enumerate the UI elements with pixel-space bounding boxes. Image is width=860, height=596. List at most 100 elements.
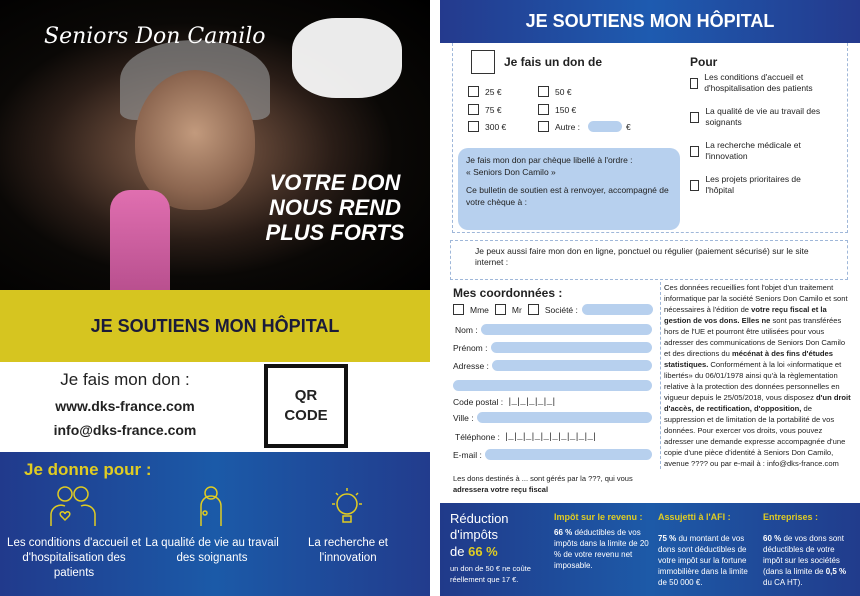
privacy-text: Ces données recueillies font l'objet d'u… xyxy=(664,283,848,314)
donation-title: Je fais un don de xyxy=(504,55,603,69)
cheque-line: Ce bulletin de soutien est à renvoyer, a… xyxy=(466,185,669,207)
tax-col-pct: 66 % xyxy=(554,528,573,537)
nom-input[interactable] xyxy=(480,324,652,335)
tax-summary: Réduction d'impôts de 66 % un don de 50 … xyxy=(450,511,550,585)
patients-icon xyxy=(50,486,96,526)
cp-input[interactable]: |_|_|_|_|_| xyxy=(507,397,556,407)
qr-code: QR CODE xyxy=(264,364,348,448)
amount-label: 25 € xyxy=(485,86,502,97)
ville-label: Ville : xyxy=(453,412,474,423)
tax-col-text: déductibles de vos impôts dans la limite… xyxy=(554,528,649,570)
amount-checkbox[interactable] xyxy=(468,104,479,115)
receipt-note: Les dons destinés à ... sont gérés par l… xyxy=(453,473,663,495)
title-band: JE SOUTIENS MON HÔPITAL xyxy=(0,290,430,362)
causes-title: Je donne pour : xyxy=(24,460,152,479)
tax-col: Entreprises : 60 % de vos dons sont déduc… xyxy=(763,511,855,588)
contact-intro: Je fais mon don : xyxy=(60,370,190,389)
email-label: E-mail : xyxy=(453,449,482,460)
prenom-label: Prénom : xyxy=(453,342,488,353)
logo: Seniors Don Camilo xyxy=(44,24,266,49)
qr-label: CODE xyxy=(284,407,328,424)
amount-checkbox[interactable] xyxy=(468,121,479,132)
civ-label: Mme xyxy=(470,304,489,315)
slogan-line: NOUS REND xyxy=(268,195,401,220)
online-donation-info: Je peux aussi faire mon don en ligne, po… xyxy=(450,240,848,280)
civ-label: Mr xyxy=(511,304,522,315)
tax-title: de xyxy=(450,544,465,559)
purpose-title: Pour xyxy=(690,55,718,69)
tel-input[interactable]: |_|_|_|_|_|_|_|_|_|_| xyxy=(503,432,597,442)
cause-label: Les conditions d'accueil et d'hospitalis… xyxy=(7,537,141,579)
tax-panel: Réduction d'impôts de 66 % un don de 50 … xyxy=(440,503,860,596)
cheque-line: Je fais mon don par chèque libellé à l'o… xyxy=(466,155,633,165)
adresse-input-2[interactable] xyxy=(453,380,652,391)
tax-col-pct: 75 % xyxy=(658,534,677,543)
privacy-text: sont pas transférées hors de l'UE et pou… xyxy=(664,316,846,358)
donation-section xyxy=(452,43,848,233)
mr-checkbox[interactable] xyxy=(494,304,506,315)
amount-checkbox[interactable] xyxy=(538,104,549,115)
cause-label: La recherche et l'innovation xyxy=(308,537,388,564)
privacy-text: mécénat à des fins d'études statistiques… xyxy=(664,349,833,369)
adresse-label: Adresse : xyxy=(453,360,489,371)
lightbulb-icon xyxy=(332,488,362,523)
mme-checkbox[interactable] xyxy=(453,304,464,315)
band-title: JE SOUTIENS MON HÔPITAL xyxy=(90,316,340,336)
tax-title: d'impôts xyxy=(450,527,499,542)
cheque-line: « Seniors Don Camilo » xyxy=(466,167,556,177)
slogan-line: PLUS FORTS xyxy=(265,220,405,245)
currency-label: € xyxy=(626,121,631,132)
privacy-text: d'un droit d'accès, de rectification, d'… xyxy=(664,393,851,413)
hero-photo: Seniors Don Camilo VOTRE DON NOUS REND P… xyxy=(0,0,430,290)
slogan-line: VOTRE DON xyxy=(269,170,401,195)
purpose-checkbox[interactable] xyxy=(690,111,700,123)
privacy-notice: Ces données recueillies font l'objet d'u… xyxy=(660,282,852,469)
other-amount-input[interactable] xyxy=(588,121,623,132)
purpose-label: La recherche médicale et l'innovation xyxy=(705,140,801,161)
tax-col: Assujetti à l'AFI : 75 % du montant de vo… xyxy=(658,511,756,588)
tax-col-title: Assujetti à l'AFI : xyxy=(658,512,731,522)
tax-pct: 66 % xyxy=(468,544,498,559)
flyer-front: Seniors Don Camilo VOTRE DON NOUS REND P… xyxy=(0,0,430,596)
tax-title: Réduction xyxy=(450,511,509,526)
civ-label: Société : xyxy=(544,304,578,315)
privacy-text: votre reçu fiscal et la gestion de vos d… xyxy=(664,305,827,325)
caregiver-icon xyxy=(200,486,222,526)
tel-label: Téléphone : xyxy=(455,432,500,442)
form-header: JE SOUTIENS MON HÔPITAL xyxy=(440,0,860,43)
donation-checkbox[interactable] xyxy=(471,50,495,74)
amount-checkbox[interactable] xyxy=(468,86,479,97)
note-line: Les dons destinés à ... sont gérés par l… xyxy=(453,474,633,483)
tax-col: Impôt sur le revenu : 66 % déductibles de… xyxy=(554,511,650,571)
ville-input[interactable] xyxy=(476,412,652,423)
purpose-checkbox[interactable] xyxy=(690,145,700,157)
qr-label: QR xyxy=(294,387,318,404)
email-link[interactable]: info@dks-france.com xyxy=(53,422,197,438)
adresse-input[interactable] xyxy=(491,360,652,371)
amount-checkbox[interactable] xyxy=(538,86,549,97)
purpose-checkbox[interactable] xyxy=(690,179,700,191)
prenom-input[interactable] xyxy=(490,342,652,353)
amount-label: 300 € xyxy=(485,121,507,132)
tax-col-text: du montant de vos dons sont déductibles … xyxy=(658,534,748,587)
amount-label: 50 € xyxy=(555,86,572,97)
societe-checkbox[interactable] xyxy=(527,304,539,315)
societe-input[interactable] xyxy=(581,304,653,315)
privacy-text: de suppression et de limitation de la po… xyxy=(664,404,846,468)
amount-checkbox[interactable] xyxy=(538,121,549,132)
website-link[interactable]: www.dks-france.com xyxy=(55,398,195,414)
nom-label: Nom : xyxy=(455,324,478,335)
note-line: adressera votre reçu fiscal xyxy=(453,485,549,494)
purpose-label: Les conditions d'accueil et d'hospitalis… xyxy=(704,72,813,93)
purpose-checkbox[interactable] xyxy=(690,77,699,89)
cheque-info: Je fais mon don par chèque libellé à l'o… xyxy=(458,148,680,230)
donation-form: JE SOUTIENS MON HÔPITAL Je fais un don d… xyxy=(440,0,860,596)
slogan: VOTRE DON NOUS REND PLUS FORTS xyxy=(255,170,415,245)
mascot-illustration xyxy=(292,18,402,98)
photo-face xyxy=(135,70,255,210)
amount-label: Autre : xyxy=(555,121,581,132)
tax-col-text: du CA HT). xyxy=(763,578,803,587)
tax-col-title: Entreprises : xyxy=(763,512,819,522)
tax-col-pct: 0,5 % xyxy=(825,567,847,576)
email-input[interactable] xyxy=(484,449,652,460)
